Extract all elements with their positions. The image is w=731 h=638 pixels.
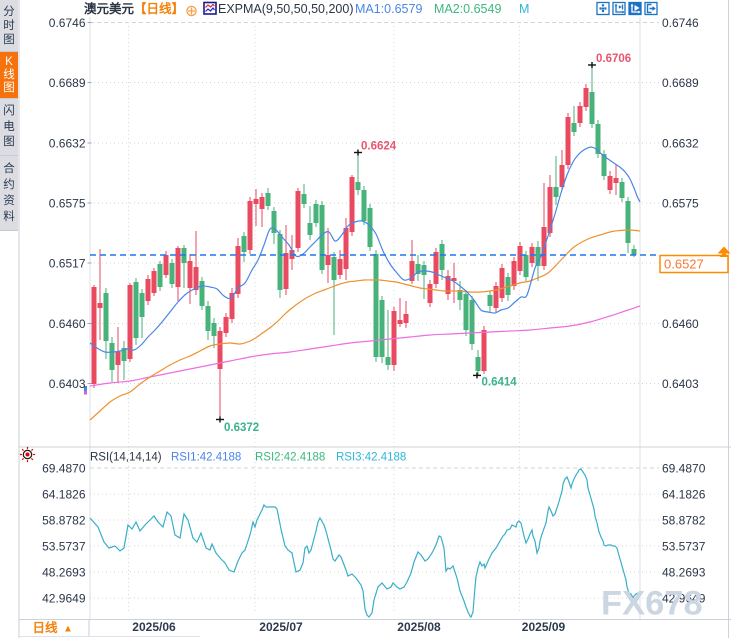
svg-text:RSI3:42.4188: RSI3:42.4188 [336,452,406,464]
svg-text:48.2693: 48.2693 [42,566,86,580]
svg-text:58.8782: 58.8782 [662,514,706,528]
svg-text:M: M [519,2,529,16]
svg-text:澳元美元: 澳元美元 [84,1,135,16]
svg-text:64.1826: 64.1826 [662,488,706,502]
svg-text:0.6689: 0.6689 [662,76,699,90]
svg-text:0.6746: 0.6746 [49,16,86,30]
svg-text:日线: 日线 [32,620,58,635]
svg-text:2025/07: 2025/07 [259,620,303,634]
svg-text:0.6706: 0.6706 [596,53,631,65]
svg-text:69.4870: 69.4870 [42,462,86,476]
svg-text:RSI(14,14,14): RSI(14,14,14) [90,452,162,464]
svg-text:0.6517: 0.6517 [49,257,86,271]
svg-text:【日线】: 【日线】 [134,1,184,16]
svg-text:53.5737: 53.5737 [42,540,86,554]
svg-text:0.6632: 0.6632 [662,136,699,150]
svg-text:0.6372: 0.6372 [224,422,259,434]
svg-text:0.6460: 0.6460 [49,317,86,331]
svg-text:2025/06: 2025/06 [132,620,176,634]
svg-text:58.8782: 58.8782 [42,514,86,528]
svg-text:0.6632: 0.6632 [49,136,86,150]
svg-text:RSI2:42.4188: RSI2:42.4188 [255,452,325,464]
svg-text:0.6414: 0.6414 [482,377,518,389]
svg-text:FX678: FX678 [601,585,703,623]
svg-text:2025/08: 2025/08 [397,620,441,634]
svg-text:64.1826: 64.1826 [42,488,86,502]
svg-text:MA2:0.6549: MA2:0.6549 [434,2,501,16]
svg-text:48.2693: 48.2693 [662,566,706,580]
svg-text:42.9649: 42.9649 [42,592,86,606]
svg-text:69.4870: 69.4870 [662,462,706,476]
svg-text:0.6460: 0.6460 [662,317,699,331]
svg-text:2025/09: 2025/09 [522,620,566,634]
svg-text:RSI1:42.4188: RSI1:42.4188 [171,452,241,464]
svg-text:0.6624: 0.6624 [361,141,397,153]
svg-text:MA1:0.6579: MA1:0.6579 [355,2,422,16]
svg-text:0.6403: 0.6403 [49,377,86,391]
svg-text:42.9649: 42.9649 [662,592,706,606]
svg-text:▲: ▲ [63,624,73,635]
svg-text:0.6403: 0.6403 [662,377,699,391]
svg-text:53.5737: 53.5737 [662,540,706,554]
svg-text:EXPMA(9,50,50,50,200): EXPMA(9,50,50,50,200) [218,2,354,16]
svg-text:0.6746: 0.6746 [662,16,699,30]
svg-text:0.6575: 0.6575 [49,196,86,210]
svg-text:0.6575: 0.6575 [662,196,699,210]
svg-text:0.6527: 0.6527 [664,257,704,272]
svg-text:0.6689: 0.6689 [49,76,86,90]
